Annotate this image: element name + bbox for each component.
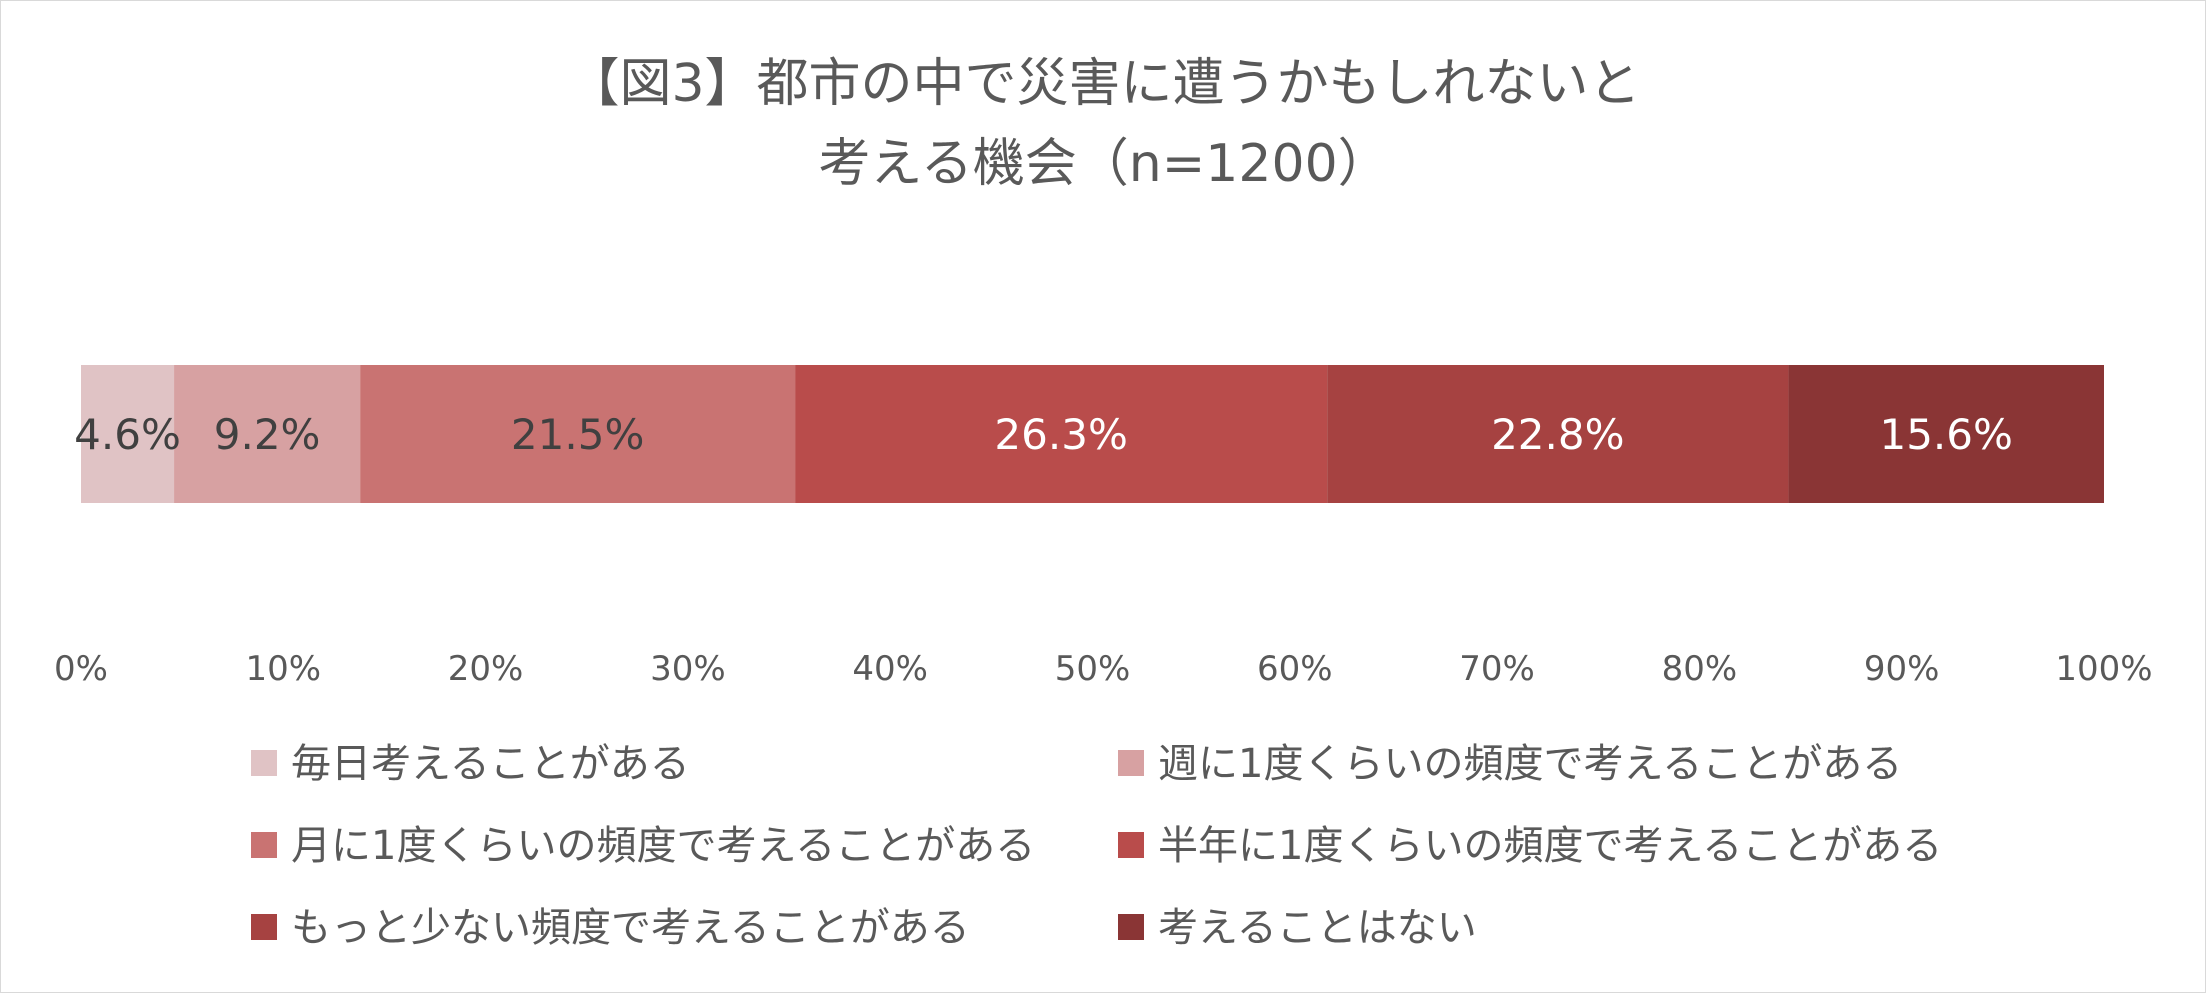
legend-swatch-5: [251, 914, 277, 940]
legend-label-5: もっと少ない頻度で考えることがある: [291, 905, 970, 951]
data-labels: 4.6% 9.2% 21.5% 26.3% 22.8% 15.6%: [74, 410, 2013, 459]
data-label-2: 9.2%: [214, 410, 321, 459]
bar-segment-1: [81, 365, 175, 503]
bar-segments: [81, 365, 2104, 503]
bar-segment-6: [1788, 365, 2104, 503]
chart-title: 【図3】都市の中で災害に遭うかもしれないと 考える機会（n=1200）: [567, 54, 1640, 194]
legend-label-1: 毎日考えることがある: [291, 741, 690, 787]
data-label-5: 22.8%: [1491, 410, 1624, 459]
legend-label-3: 月に1度くらいの頻度で考えることがある: [291, 823, 1035, 869]
x-axis-tick-labels: 0% 10% 20% 30% 40% 50% 60% 70% 80% 90% 100%: [54, 649, 2153, 689]
data-label-1: 4.6%: [74, 410, 181, 459]
legend-swatch-2: [1118, 750, 1144, 776]
x-tick-label-9: 80%: [1662, 649, 1738, 689]
x-tick-label-4: 30%: [650, 649, 726, 689]
legend-label-6: 考えることはない: [1158, 905, 1477, 951]
data-label-3: 21.5%: [511, 410, 644, 459]
x-tick-label-3: 20%: [448, 649, 524, 689]
bar-segment-5: [1327, 365, 1789, 503]
data-label-4: 26.3%: [994, 410, 1127, 459]
chart-title-line-1: 【図3】都市の中で災害に遭うかもしれないと: [567, 54, 1640, 114]
x-tick-label-11: 100%: [2055, 649, 2152, 689]
x-tick-label-6: 50%: [1055, 649, 1131, 689]
legend-swatch-6: [1118, 914, 1144, 940]
bar-segment-2: [174, 365, 361, 503]
legend-label-4: 半年に1度くらいの頻度で考えることがある: [1158, 823, 1942, 869]
legend-swatch-1: [251, 750, 277, 776]
x-tick-label-2: 10%: [246, 649, 322, 689]
bar-segment-3: [360, 365, 796, 503]
legend-swatch-4: [1118, 832, 1144, 858]
bar-segment-4: [795, 365, 1328, 503]
data-label-6: 15.6%: [1879, 410, 2012, 459]
x-tick-label-8: 70%: [1459, 649, 1535, 689]
chart-title-line-2: 考える機会（n=1200）: [818, 134, 1389, 194]
x-tick-label-1: 0%: [54, 649, 108, 689]
legend-swatch-3: [251, 832, 277, 858]
x-tick-label-7: 60%: [1257, 649, 1333, 689]
x-tick-label-5: 40%: [852, 649, 928, 689]
x-tick-label-10: 90%: [1864, 649, 1940, 689]
legend-label-2: 週に1度くらいの頻度で考えることがある: [1158, 741, 1902, 787]
legend: 毎日考えることがある 週に1度くらいの頻度で考えることがある月に1度くらいの頻度で…: [251, 741, 1942, 951]
